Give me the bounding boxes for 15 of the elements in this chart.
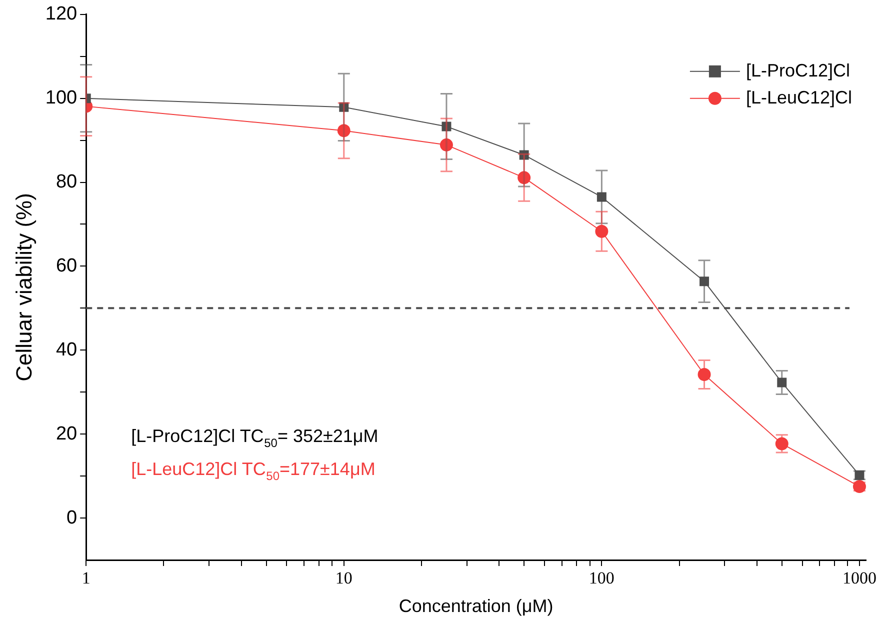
x-tick-label: 10 [335,568,352,588]
x-tick-label: 1000 [842,568,876,588]
y-tick-label: 120 [45,4,78,25]
legend-label: [L-ProC12]Cl [746,60,850,80]
y-tick-label: 60 [56,255,78,276]
x-tick-label: 1 [82,568,90,588]
legend-label: [L-LeuC12]Cl [746,87,852,108]
y-axis-title: Celluar viability (%) [11,193,36,382]
y-tick-label: 80 [56,172,78,193]
y-tick-label: 100 [45,88,78,109]
y-tick-label: 0 [66,507,78,528]
x-axis-title: Concentration (μM) [398,596,554,616]
x-tick-label: 100 [588,568,614,588]
y-tick-label: 20 [56,423,78,444]
y-tick-label: 40 [56,339,78,360]
